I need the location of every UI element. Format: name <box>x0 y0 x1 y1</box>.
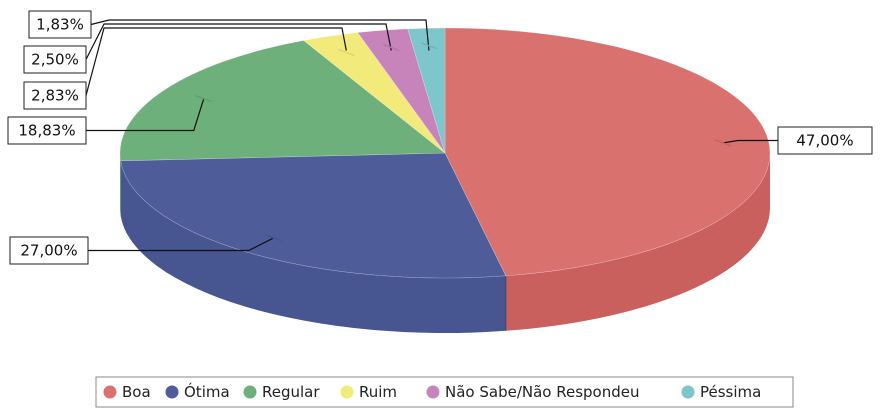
slice-side-regular <box>120 153 121 216</box>
leader-otima <box>88 237 274 252</box>
data-label-text: 18,83% <box>18 122 75 140</box>
slice-regular <box>119 40 446 162</box>
legend-swatch <box>426 385 440 399</box>
slice-side-boa <box>505 153 770 331</box>
leader-regular <box>86 98 205 132</box>
data-label-box <box>23 81 87 110</box>
legend-item-regular: Regular <box>243 383 320 401</box>
leader-pessima <box>90 19 430 51</box>
slice-nao-sabe-nao-respondeu <box>357 28 446 154</box>
legend-item-otima: Ótima <box>165 382 230 401</box>
legend-label: Péssima <box>700 383 761 401</box>
data-label-pessima: 1,83% <box>28 10 92 39</box>
legend-swatch <box>165 385 179 399</box>
leader-tick-otima <box>265 234 282 242</box>
legend-box <box>95 376 794 408</box>
legend-swatch <box>681 385 695 399</box>
slice-side-otima <box>120 160 506 333</box>
data-label-text: 47,00% <box>796 132 853 150</box>
data-label-text: 27,00% <box>20 242 77 260</box>
data-label-boa: 47,00% <box>777 126 873 155</box>
data-label-box <box>28 10 92 39</box>
legend-swatch <box>243 385 257 399</box>
data-label-box <box>777 126 873 155</box>
leader-tick-ruim <box>338 48 355 57</box>
data-label-text: 2,50% <box>31 51 79 69</box>
data-label-text: 1,83% <box>36 16 84 34</box>
leader-tick-regular <box>195 95 213 103</box>
data-label-box <box>23 45 87 74</box>
legend-label: Boa <box>122 383 151 401</box>
data-label-box <box>7 116 87 145</box>
pie-slices <box>119 27 771 279</box>
leader-tick-nao-sabe-nao-respondeu <box>382 43 400 52</box>
legend-item-ruim: Ruim <box>340 383 397 401</box>
legend-swatch <box>103 385 117 399</box>
legend-label: Ruim <box>359 383 397 401</box>
legend-swatch <box>340 385 354 399</box>
legend-label: Regular <box>262 383 320 401</box>
leader-boa <box>723 139 778 144</box>
data-label-ruim: 2,83% <box>23 81 87 110</box>
slice-boa <box>444 27 771 277</box>
slice-ruim <box>302 32 446 154</box>
legend-item-pessima: Péssima <box>681 383 761 401</box>
legend-item-boa: Boa <box>103 383 151 401</box>
data-label-nao-sabe-nao-respondeu: 2,50% <box>23 45 87 74</box>
pie-sides <box>120 153 770 333</box>
legend-label: Não Sabe/Não Respondeu <box>445 383 640 401</box>
leader-nao-sabe-nao-respondeu <box>85 23 392 60</box>
label-leader-lines <box>85 19 778 252</box>
data-labels: 47,00% 27,00% 18,83% 2,83% 2,50% 1,83% <box>7 10 873 265</box>
slice-otima <box>120 152 507 279</box>
data-label-box <box>9 236 89 265</box>
leader-tick-boa <box>715 139 732 147</box>
legend-item-nao-sabe-nao-respondeu: Não Sabe/Não Respondeu <box>426 383 640 401</box>
legend-label: Ótima <box>184 382 230 401</box>
data-label-text: 2,83% <box>31 87 79 105</box>
data-label-otima: 27,00% <box>9 236 89 265</box>
leader-tick-pessima <box>420 41 438 50</box>
data-label-regular: 18,83% <box>7 116 87 145</box>
legend: Boa Ótima Regular Ruim Não Sabe/Não Responde… <box>95 376 794 408</box>
leader-ruim <box>85 27 347 96</box>
